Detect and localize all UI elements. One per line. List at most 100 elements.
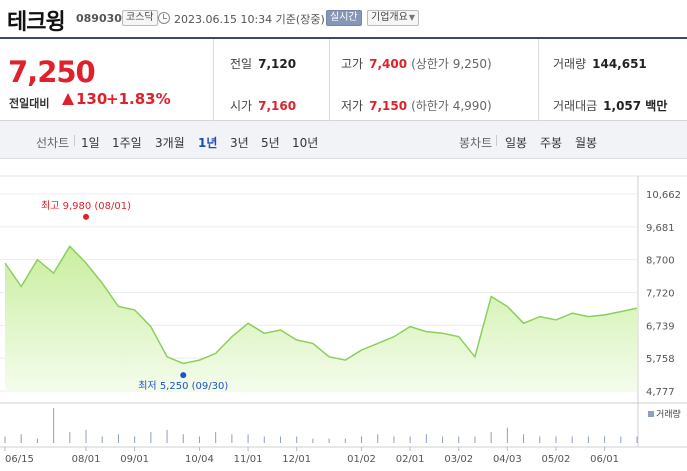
divider (538, 39, 539, 121)
volume-bar (296, 436, 298, 443)
volume-bar (166, 429, 168, 443)
volume-label: 거래량 (553, 57, 587, 71)
volume-bar (620, 436, 622, 443)
volume-bar (636, 436, 638, 443)
x-tick-label: 11/01 (234, 454, 263, 465)
lower-limit-label: (하한가 (411, 99, 449, 113)
market-badge: 코스닥 (122, 10, 158, 26)
clock-icon (158, 12, 170, 24)
header-divider (0, 37, 687, 39)
volume-bar (344, 438, 346, 443)
volume-cell: 거래량 144,651 (553, 55, 647, 72)
volume-bar (393, 436, 395, 443)
volume-bar (523, 434, 525, 443)
period-5y[interactable]: 5년 (261, 136, 280, 150)
volume-bar (474, 436, 476, 443)
period-tab-bar: 선차트 1일 1주일 3개월 1년 3년 5년 10년 봉차트 일봉 주봉 월봉 (0, 121, 687, 159)
candle-daily[interactable]: 일봉 (505, 136, 528, 150)
low-value: 7,150 (369, 99, 408, 113)
current-price: 7,250 (8, 55, 96, 89)
change-value: 130 (76, 90, 108, 108)
chevron-down-icon: ▼ (408, 13, 415, 22)
volume-bar (555, 436, 557, 443)
change-label: 전일대비 (9, 97, 50, 110)
x-tick-label: 08/01 (72, 454, 101, 465)
volume-bar (182, 434, 184, 443)
period-3y[interactable]: 3년 (230, 136, 249, 150)
volume-value: 144,651 (592, 57, 647, 71)
y-tick-label: 9,681 (646, 223, 675, 234)
low-label: 최저 5,250 (09/30) (138, 380, 228, 392)
divider (213, 39, 214, 121)
lower-limit-value: 4,990) (452, 99, 492, 113)
low-cell: 저가 7,150 (하한가 4,990) (341, 97, 492, 114)
volume-bar (279, 436, 281, 443)
volume-bar (20, 434, 22, 443)
upper-limit-value: 9,250) (452, 57, 492, 71)
volume-bar (215, 432, 217, 443)
high-value: 7,400 (369, 57, 408, 71)
volume-bar (150, 432, 152, 443)
high-label: 최고 9,980 (08/01) (41, 200, 131, 212)
stock-name: 테크윙 (7, 10, 66, 35)
prev-close-cell: 전일 7,120 (230, 55, 296, 72)
low-label: 저가 (341, 99, 364, 113)
company-info-button[interactable]: 기업개요▼ (367, 10, 419, 26)
period-10y[interactable]: 10년 (292, 136, 319, 150)
high-marker (83, 213, 90, 220)
amount-value: 1,057 백만 (603, 99, 668, 113)
volume-bar (69, 432, 71, 443)
x-tick-label: 03/02 (444, 454, 473, 465)
x-tick-label: 06/01 (590, 454, 619, 465)
stock-code: 089030 (76, 12, 122, 25)
prev-close-label: 전일 (230, 57, 253, 71)
amount-cell: 거래대금 1,057 백만 (553, 97, 667, 114)
divider (329, 39, 330, 121)
x-tick-label: 05/02 (542, 454, 571, 465)
candle-weekly[interactable]: 주봉 (540, 136, 563, 150)
volume-bar (377, 434, 379, 443)
volume-bar (117, 434, 119, 443)
x-tick-label: 09/01 (120, 454, 149, 465)
volume-bar (263, 436, 265, 443)
volume-bar (85, 429, 87, 443)
y-tick-label: 7,720 (646, 288, 675, 299)
volume-bar (442, 436, 444, 443)
high-label: 고가 (341, 57, 364, 71)
x-tick-label: 10/04 (185, 454, 214, 465)
volume-bar (328, 438, 330, 443)
open-value: 7,160 (258, 99, 297, 113)
candle-monthly[interactable]: 월봉 (575, 136, 598, 150)
price-line (4, 245, 638, 365)
volume-bar (490, 432, 492, 443)
open-label: 시가 (230, 99, 253, 113)
price-summary: 7,250 전일대비 130 +1.83% (0, 39, 687, 121)
x-tick-label: 01/02 (347, 454, 376, 465)
volume-bar (539, 436, 541, 443)
volume-bar (361, 436, 363, 443)
x-tick-label: 06/15 (5, 454, 34, 465)
divider (74, 135, 75, 146)
quote-datetime: 2023.06.15 10:34 기준(장중) (174, 13, 325, 26)
period-3m[interactable]: 3개월 (155, 136, 185, 150)
volume-bar (4, 436, 6, 443)
period-1y[interactable]: 1년 (198, 136, 218, 150)
x-tick-label: 12/01 (282, 454, 311, 465)
upper-limit-label: (상한가 (411, 57, 449, 71)
volume-bar (604, 436, 606, 443)
x-tick-label: 04/03 (493, 454, 522, 465)
period-1w[interactable]: 1주일 (112, 136, 142, 150)
amount-label: 거래대금 (553, 99, 598, 113)
prev-close-value: 7,120 (258, 57, 297, 71)
up-triangle-icon (62, 93, 74, 105)
period-1d[interactable]: 1일 (81, 136, 100, 150)
divider (496, 135, 497, 146)
volume-bar (101, 436, 103, 443)
volume-bar (425, 434, 427, 443)
volume-bar (312, 438, 314, 443)
stock-header: 테크윙 089030 코스닥 2023.06.15 10:34 기준(장중) 실… (0, 0, 687, 37)
company-info-label: 기업개요 (371, 12, 408, 23)
line-chart-label: 선차트 (36, 136, 70, 150)
volume-bar (231, 434, 233, 443)
price-area (5, 246, 637, 391)
